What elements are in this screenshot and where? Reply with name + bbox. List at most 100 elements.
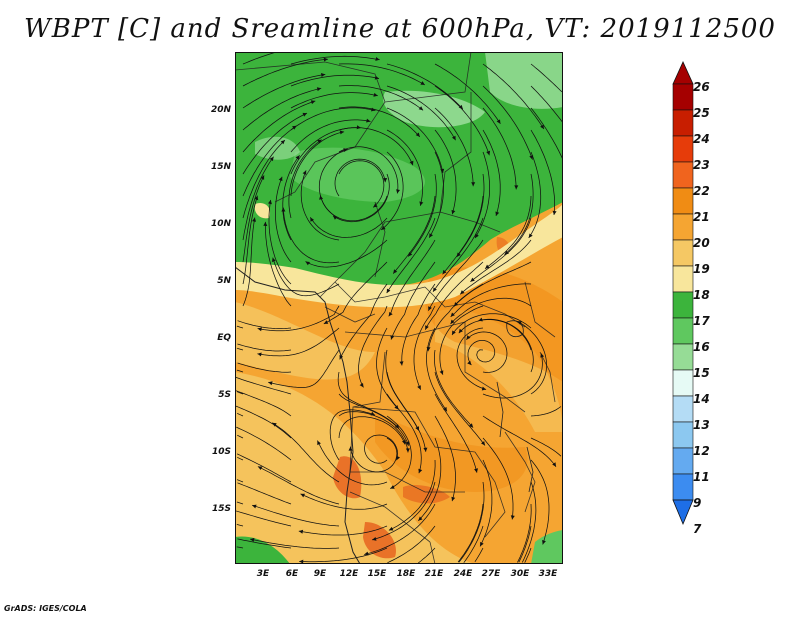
lat-label-eq: EQ [217,333,231,343]
streamline [428,239,484,311]
streamline [376,327,399,410]
streamline [251,504,340,527]
streamline-arrowhead [418,516,423,521]
streamline [275,176,292,263]
streamline [386,129,423,206]
streamline-arrowhead [254,195,259,201]
wbpt-region-green-sw [235,536,290,564]
country-borders [235,52,556,564]
wbpt-region-mid-green [290,147,425,202]
streamline [428,151,444,238]
lon-label-3e: 3E [256,569,270,579]
streamline [305,239,388,268]
colorbar-swatch [672,213,694,241]
streamline [371,481,436,541]
streamline [318,148,348,219]
streamline [236,479,244,483]
streamline-arrowhead [452,135,456,141]
streamline-arrowhead [458,328,463,334]
streamline-arrowhead [257,352,262,357]
streamline [236,524,244,527]
streamline-arrowhead [510,515,515,520]
streamline [268,349,340,388]
grads-credit: GrADS: IGES/COLA [4,604,87,613]
streamline [458,481,485,563]
streamline-arrowhead [528,233,533,238]
streamline-arrowhead [467,360,472,366]
colorbar-label-14: 14 [693,392,710,406]
streamline-arrowhead [300,493,305,498]
streamline [482,415,557,468]
streamline-arrowhead [517,321,522,325]
colorbar-bottom-triangle [672,499,694,526]
wbpt-region-light-green [383,90,485,128]
colorbar-swatch [672,239,694,267]
streamline [242,112,308,175]
streamline [237,434,244,439]
streamline [386,85,456,141]
streamline-arrowhead [271,257,276,262]
streamline [242,175,265,263]
streamline [528,151,542,239]
streamline [338,63,425,86]
streamline-arrowhead [317,440,321,446]
colorbar-label-19: 19 [693,262,710,276]
streamline [237,456,244,461]
colorbar-label-23: 23 [693,158,710,172]
colorbar-label-17: 17 [693,314,710,328]
colorbar-label-15: 15 [693,366,710,380]
streamline-arrowhead [433,287,437,292]
streamline [451,313,532,336]
streamline [242,195,258,285]
streamline [482,63,545,130]
streamline [236,501,244,505]
streamline [467,340,496,366]
streamline-arrowhead [481,386,487,391]
streamline [407,173,437,257]
streamline [434,107,474,187]
streamline [236,347,244,351]
streamline [388,239,436,317]
streamline [456,173,485,258]
streamline-arrowhead [348,446,353,451]
streamline [530,129,555,216]
streamline [237,343,292,352]
streamline-arrowhead [272,422,277,427]
streamline-arrowhead [466,335,471,340]
lon-label-18e: 18E [396,569,416,579]
streamline-arrowhead [485,264,490,269]
streamline-arrowhead [409,160,414,166]
streamline [518,525,532,563]
streamline [298,525,388,536]
streamline-arrowhead [316,87,322,92]
streamline-arrowhead [423,447,428,452]
streamline [524,547,532,563]
streamline [418,547,436,564]
streamline [237,413,244,417]
streamline-arrowhead [496,119,501,124]
streamline-arrowhead [269,156,274,162]
lat-label-10s: 10S [211,447,231,457]
streamline [482,107,517,190]
streamline [237,538,292,549]
streamline-arrowhead [399,361,404,366]
streamline-arrowhead [426,347,431,352]
streamline-arrowhead [321,73,326,77]
streamline-arrowhead [408,252,413,257]
streamline [236,426,292,461]
wbpt-region-light-green-2 [485,52,563,109]
streamline [338,106,421,138]
streamline [290,131,345,197]
lat-label-15n: 15N [210,162,231,172]
streamline-arrowhead [295,155,300,160]
colorbar-swatch [672,109,694,137]
streamline [317,440,388,486]
colorbar-swatch [672,187,694,215]
streamline [242,58,328,87]
colorbar-label-18: 18 [693,288,710,302]
streamline-arrowhead [388,311,393,317]
streamline-arrowhead [419,201,424,206]
colorbar-top-triangle [672,61,694,85]
streamlines [235,52,563,564]
streamline-arrowhead [418,106,424,111]
